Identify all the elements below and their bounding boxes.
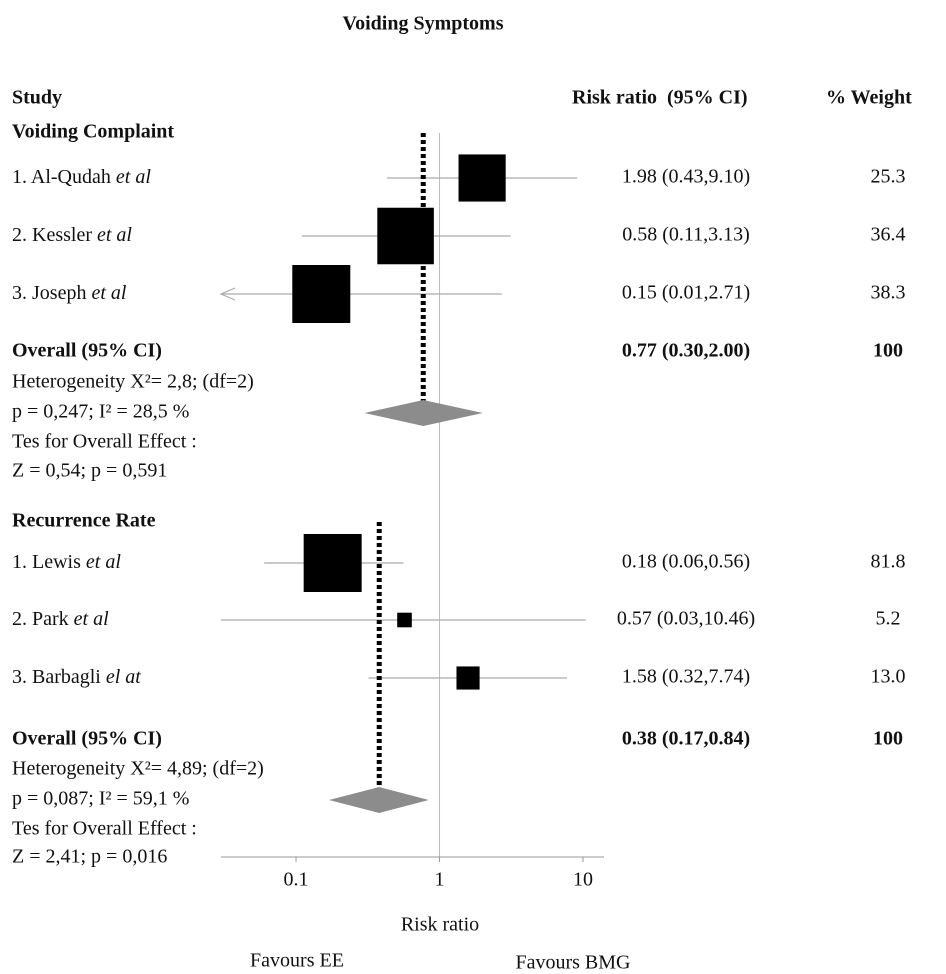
study-name-suffix: et al	[91, 282, 126, 304]
overall-diamond	[329, 787, 429, 813]
weight-label: 36.4	[871, 224, 906, 246]
group-note: Tes for Overall Effect :	[12, 431, 197, 453]
group-note: p = 0,247; I² = 28,5 %	[12, 401, 189, 423]
study-square	[303, 534, 362, 592]
weight-label: 38.3	[871, 282, 906, 304]
weight-label: 13.0	[871, 666, 906, 688]
favours-left: Favours EE	[250, 950, 344, 972]
study-label: 3. Barbagli el at	[12, 666, 141, 688]
study-square	[397, 612, 412, 628]
overall-label: Overall (95% CI)	[12, 728, 162, 750]
weight-label: 25.3	[871, 166, 906, 188]
ratio-label: 0.15 (0.01,2.71)	[622, 282, 750, 304]
ratio-label: 0.57 (0.03,10.46)	[617, 608, 755, 630]
chart-title: Voiding Symptoms	[343, 13, 504, 35]
group-note: p = 0,087; I² = 59,1 %	[12, 788, 189, 810]
study-name-suffix: et al	[86, 551, 121, 573]
study-name: 3. Barbagli	[12, 666, 101, 688]
ratio-label: 0.18 (0.06,0.56)	[622, 551, 750, 573]
x-tick-label: 0.1	[284, 869, 309, 891]
weight-label: 5.2	[876, 608, 901, 630]
overall-ratio-label: 0.77 (0.30,2.00)	[622, 340, 750, 362]
favours-right: Favours BMG	[515, 952, 630, 974]
overall-weight-label: 100	[873, 340, 903, 362]
ratio-label: 0.58 (0.11,3.13)	[622, 224, 750, 246]
study-name-suffix: et al	[116, 166, 151, 188]
study-label: 2. Park et al	[12, 608, 109, 630]
overall-label: Overall (95% CI)	[12, 340, 162, 362]
x-axis-label: Risk ratio	[401, 914, 479, 936]
ratio-label: 1.98 (0.43,9.10)	[622, 166, 750, 188]
overall-weight-label: 100	[873, 728, 903, 750]
study-header: Study	[12, 87, 62, 109]
group-title: Recurrence Rate	[12, 510, 156, 532]
group-note: Tes for Overall Effect :	[12, 818, 197, 840]
study-label: 3. Joseph et al	[12, 282, 127, 304]
weight-header: % Weight	[826, 87, 912, 109]
study-label: 1. Al-Qudah et al	[12, 166, 151, 188]
group-note: Heterogeneity X²= 4,89; (df=2)	[12, 758, 264, 780]
study-name-suffix: et al	[97, 224, 132, 246]
study-square	[292, 265, 351, 323]
study-name: 2. Park	[12, 608, 69, 630]
study-name-suffix: et al	[74, 608, 109, 630]
ratio-header: Risk ratio (95% CI)	[572, 87, 748, 109]
weight-label: 81.8	[871, 551, 906, 573]
study-square	[456, 666, 480, 690]
study-name-suffix: el at	[106, 666, 141, 688]
study-name: 1. Al-Qudah	[12, 166, 111, 188]
group-note: Z = 2,41; p = 0,016	[12, 846, 167, 868]
study-label: 1. Lewis et al	[12, 551, 121, 573]
study-name: 1. Lewis	[12, 551, 81, 573]
x-tick-label: 1	[435, 869, 445, 891]
group-title: Voiding Complaint	[12, 121, 174, 143]
study-name: 3. Joseph	[12, 282, 86, 304]
group-note: Heterogeneity X²= 2,8; (df=2)	[12, 371, 254, 393]
study-name: 2. Kessler	[12, 224, 92, 246]
x-tick-label: 10	[573, 869, 593, 891]
ci-arrow	[219, 287, 236, 301]
group-note: Z = 0,54; p = 0,591	[12, 460, 167, 482]
study-square	[458, 154, 506, 202]
overall-ratio-label: 0.38 (0.17,0.84)	[622, 728, 750, 750]
overall-diamond	[364, 400, 483, 426]
ratio-label: 1.58 (0.32,7.74)	[622, 666, 750, 688]
study-label: 2. Kessler et al	[12, 224, 132, 246]
